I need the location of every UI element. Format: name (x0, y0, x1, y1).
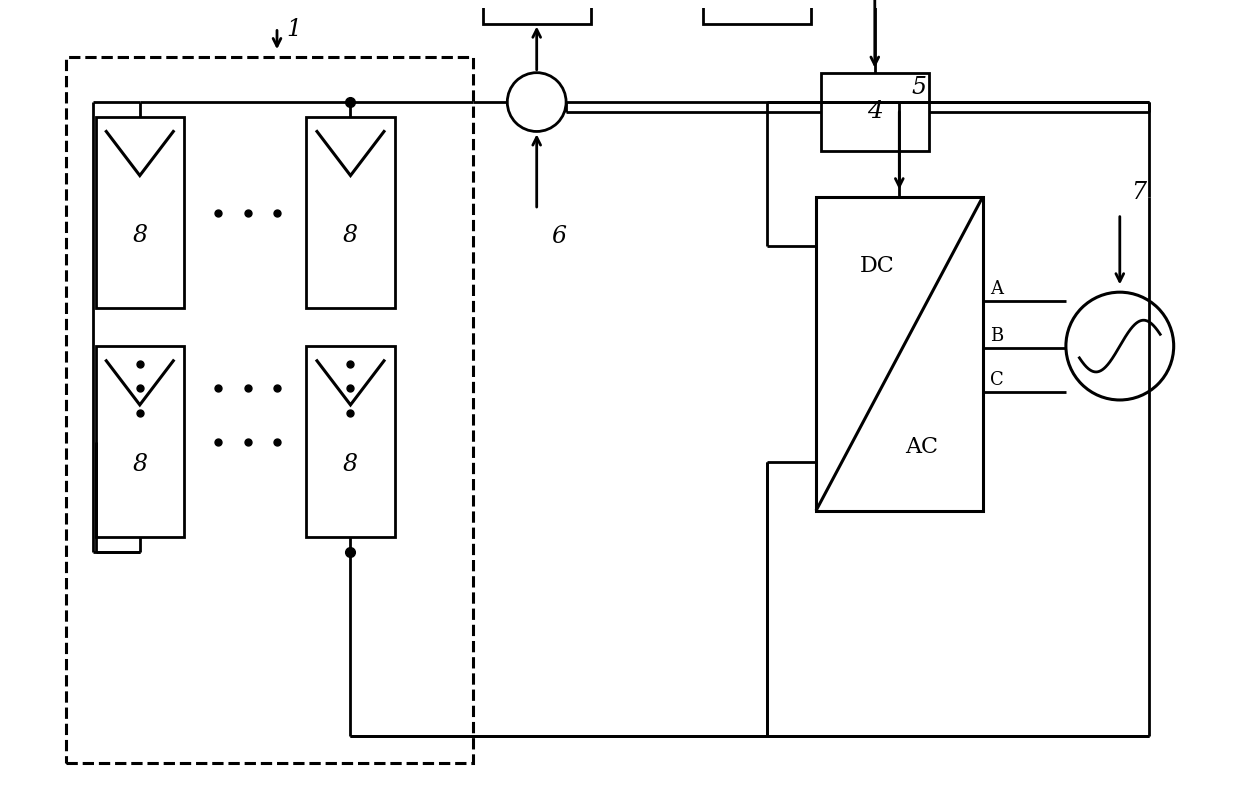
Text: DC: DC (861, 255, 895, 277)
Text: 8: 8 (343, 223, 358, 247)
Text: 8: 8 (343, 453, 358, 476)
Text: 8: 8 (133, 453, 148, 476)
Text: 5: 5 (911, 76, 926, 99)
Bar (482, 0, 590, 24)
Bar (306, 346, 394, 537)
Bar (816, 197, 982, 511)
Text: 7: 7 (1132, 181, 1147, 204)
Text: C: C (991, 370, 1004, 389)
Bar (821, 73, 929, 151)
Bar (306, 117, 394, 308)
Text: 6: 6 (552, 224, 567, 247)
Bar (95, 117, 184, 308)
Text: 8: 8 (133, 223, 148, 247)
Bar (95, 346, 184, 537)
Text: A: A (991, 279, 1003, 298)
Text: B: B (991, 326, 1003, 345)
Bar (703, 0, 811, 24)
Text: AC: AC (905, 436, 939, 458)
Text: 1: 1 (286, 18, 301, 41)
Text: 4: 4 (867, 101, 883, 124)
Bar (66, 57, 472, 763)
